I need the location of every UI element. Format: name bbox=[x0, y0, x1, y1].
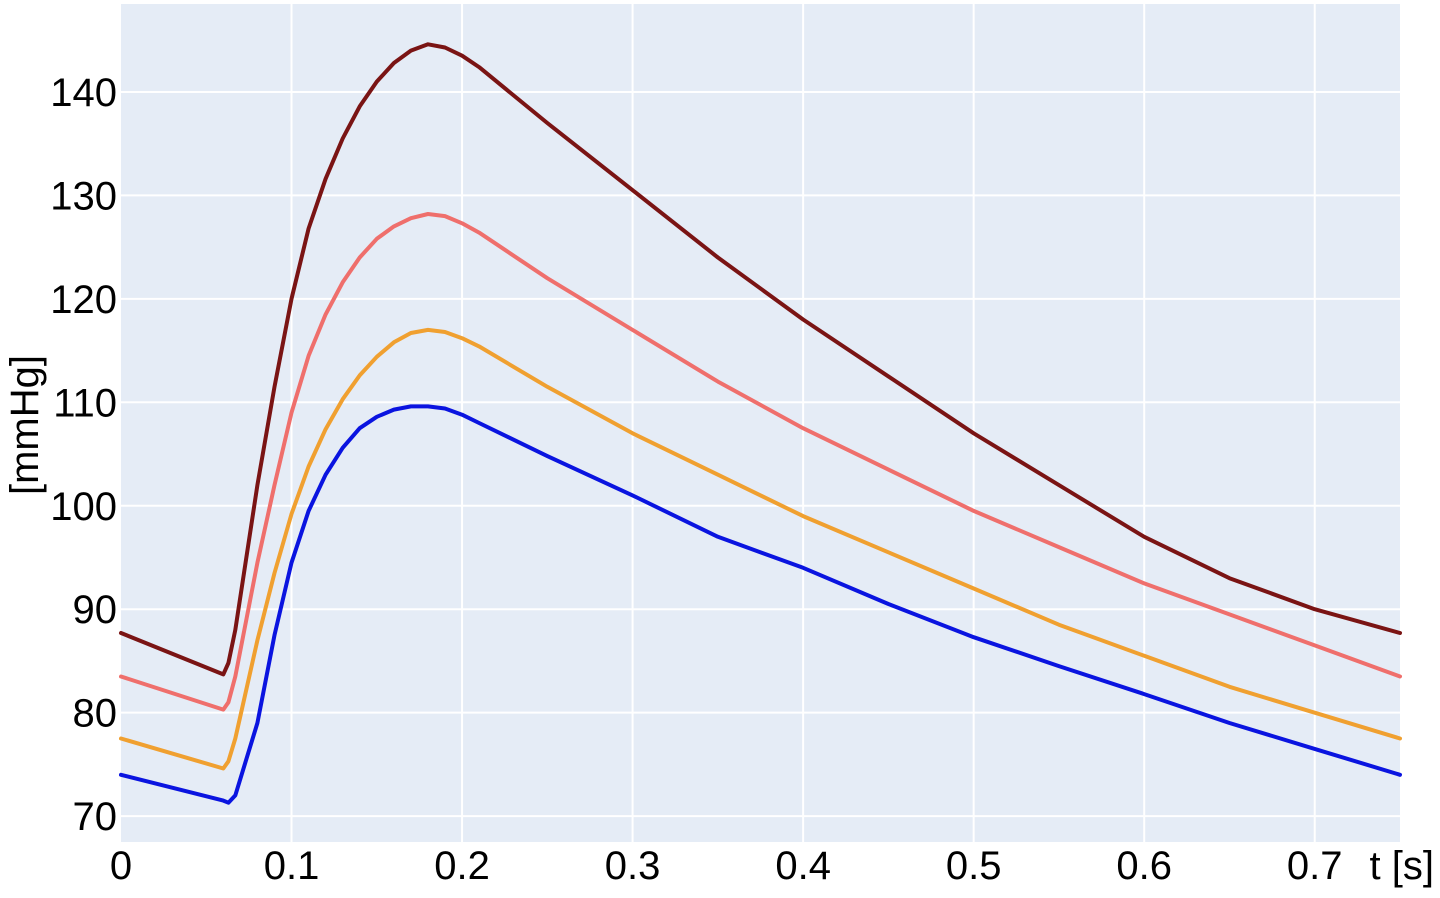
y-tick-label: 120 bbox=[50, 278, 117, 322]
series-line-3 bbox=[119, 327, 1402, 771]
y-tick-label: 130 bbox=[50, 174, 117, 218]
y-tick-label: 110 bbox=[53, 381, 117, 425]
series-line-2 bbox=[119, 212, 1402, 712]
series-line-4 bbox=[119, 404, 1402, 805]
y-tick-labels: 70 80 90 100 110 120 130 140 bbox=[50, 71, 117, 839]
x-tick-label: 0.5 bbox=[946, 844, 1002, 888]
y-tick-label: 80 bbox=[73, 692, 118, 736]
y-gridlines bbox=[121, 90, 1400, 818]
x-tick-label: 0.2 bbox=[434, 844, 490, 888]
series-line-1 bbox=[119, 42, 1402, 677]
y-tick-label: 100 bbox=[50, 485, 117, 529]
x-axis-label: t [s] bbox=[1370, 844, 1434, 888]
plot-area bbox=[121, 4, 1400, 842]
x-tick-label: 0.4 bbox=[775, 844, 831, 888]
y-axis-label: [mmHg] bbox=[3, 355, 47, 495]
y-tick-label: 90 bbox=[73, 588, 118, 632]
x-tick-labels: 0 0.1 0.2 0.3 0.4 0.5 0.6 0.7 bbox=[110, 844, 1343, 888]
x-tick-label: 0.7 bbox=[1287, 844, 1343, 888]
x-tick-label: 0.3 bbox=[605, 844, 661, 888]
x-gridlines bbox=[290, 4, 1316, 842]
series-lines bbox=[119, 42, 1402, 805]
y-tick-label: 140 bbox=[50, 71, 117, 115]
x-tick-label: 0.6 bbox=[1116, 844, 1172, 888]
y-tick-label: 70 bbox=[73, 795, 118, 839]
x-tick-label: 0.1 bbox=[264, 844, 320, 888]
x-tick-label: 0 bbox=[110, 844, 132, 888]
